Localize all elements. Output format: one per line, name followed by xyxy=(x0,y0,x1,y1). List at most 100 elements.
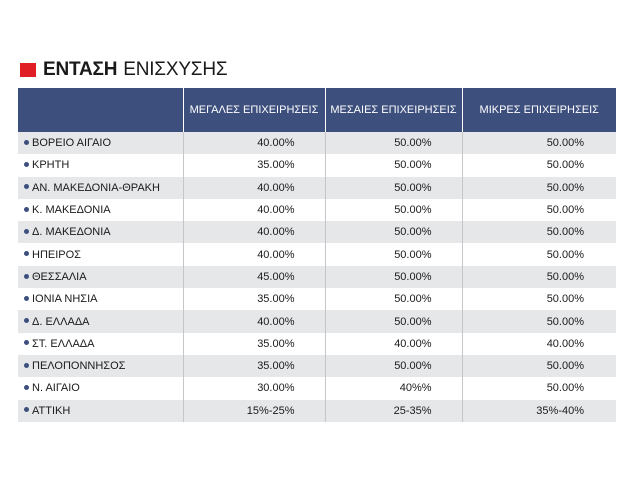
large-enterprises-cell: 35.00% xyxy=(182,288,325,311)
bullet-icon xyxy=(24,385,29,390)
region-label: Ν. ΑΙΓΑΙΟ xyxy=(32,382,80,395)
table-row: ΣΤ. ΕΛΛΑΔΑ 35.00% 40.00% 40.00% xyxy=(18,332,616,355)
region-cell: ΚΡΗΤΗ xyxy=(18,154,183,176)
small-enterprises-cell: 40.00% xyxy=(461,332,616,355)
region-label: ΑΤΤΙΚΗ xyxy=(32,404,71,417)
table-row: ΑΤΤΙΚΗ 15%-25% 25-35% 35%-40% xyxy=(18,399,616,422)
bullet-icon xyxy=(24,139,29,145)
bullet-icon xyxy=(24,295,29,301)
bullet-icon xyxy=(24,340,29,346)
medium-enterprises-cell: 25-35% xyxy=(324,399,462,422)
bullet-icon xyxy=(24,273,29,279)
bullet-icon xyxy=(24,228,29,234)
medium-enterprises-cell: 40.00% xyxy=(324,332,462,355)
region-label: ΑΝ. ΜΑΚΕΔΟΝΙΑ-ΘΡΑΚΗ xyxy=(32,181,160,194)
large-enterprises-cell: 40.00% xyxy=(182,176,325,199)
small-enterprises-cell: 50.00% xyxy=(461,221,616,244)
small-enterprises-cell: 50.00% xyxy=(461,310,616,333)
bullet-icon xyxy=(24,206,29,212)
medium-enterprises-cell: 50.00% xyxy=(324,221,462,244)
table-row: ΙΟΝΙΑ ΝΗΣΙΑ 35.00% 50.00% 50.00% xyxy=(18,288,616,311)
large-enterprises-cell: 40.00% xyxy=(182,310,325,333)
region-cell: ΑΝ. ΜΑΚΕΔΟΝΙΑ-ΘΡΑΚΗ xyxy=(18,177,183,199)
small-enterprises-cell: 50.00% xyxy=(461,132,616,155)
bullet-icon xyxy=(24,318,29,324)
small-enterprises-cell: 50.00% xyxy=(461,243,616,266)
region-label: Κ. ΜΑΚΕΔΟΝΙΑ xyxy=(32,204,111,217)
table-row: ΚΡΗΤΗ 35.00% 50.00% 50.00% xyxy=(18,154,616,177)
small-enterprises-cell: 50.00% xyxy=(461,198,616,222)
table-row: Δ. ΜΑΚΕΔΟΝΙΑ 40.00% 50.00% 50.00% xyxy=(18,221,616,244)
region-cell: ΣΤ. ΕΛΛΑΔΑ xyxy=(18,333,183,355)
region-label: Δ. ΜΑΚΕΔΟΝΙΑ xyxy=(32,226,111,239)
large-enterprises-cell: 45.00% xyxy=(182,265,325,289)
region-cell: ΙΟΝΙΑ ΝΗΣΙΑ xyxy=(18,288,183,310)
region-label: ΚΡΗΤΗ xyxy=(32,159,70,172)
bullet-icon xyxy=(24,162,29,168)
region-label: ΣΤ. ΕΛΛΑΔΑ xyxy=(32,337,95,350)
large-enterprises-cell: 35.00% xyxy=(182,354,325,378)
small-enterprises-cell: 50.00% xyxy=(461,265,616,289)
region-label: ΘΕΣΣΑΛΙΑ xyxy=(32,270,87,283)
large-enterprises-cell: 40.00% xyxy=(182,198,325,222)
medium-enterprises-cell: 50.00% xyxy=(324,176,462,199)
table-row: Ν. ΑΙΓΑΙΟ 30.00% 40%% 50.00% xyxy=(18,377,616,400)
region-cell: ΑΤΤΙΚΗ xyxy=(18,400,183,422)
table-row: Δ. ΕΛΛΑΔΑ 40.00% 50.00% 50.00% xyxy=(18,310,616,333)
small-enterprises-cell: 50.00% xyxy=(461,288,616,311)
large-enterprises-cell: 35.00% xyxy=(182,332,325,355)
small-enterprises-cell: 50.00% xyxy=(461,176,616,199)
medium-enterprises-cell: 50.00% xyxy=(324,288,462,311)
medium-enterprises-cell: 50.00% xyxy=(324,154,462,177)
region-label: ΒΟΡΕΙΟ ΑΙΓΑΙΟ xyxy=(32,137,112,150)
large-enterprises-cell: 40.00% xyxy=(182,132,325,155)
small-enterprises-cell: 50.00% xyxy=(461,377,616,400)
header-medium-enterprises: ΜΕΣΑΙΕΣ ΕΠΙΧΕΙΡΗΣΕΙΣ xyxy=(324,88,462,132)
header-large-enterprises: ΜΕΓΑΛΕΣ ΕΠΙΧΕΙΡΗΣΕΙΣ xyxy=(182,88,325,132)
table-row: ΑΝ. ΜΑΚΕΔΟΝΙΑ-ΘΡΑΚΗ 40.00% 50.00% 50.00% xyxy=(18,176,616,199)
small-enterprises-cell: 35%-40% xyxy=(461,399,616,422)
region-cell: Κ. ΜΑΚΕΔΟΝΙΑ xyxy=(18,199,183,221)
large-enterprises-cell: 40.00% xyxy=(182,221,325,244)
table-row: ΒΟΡΕΙΟ ΑΙΓΑΙΟ 40.00% 50.00% 50.00% xyxy=(18,132,616,155)
medium-enterprises-cell: 40%% xyxy=(324,377,462,400)
table-row: Κ. ΜΑΚΕΔΟΝΙΑ 40.00% 50.00% 50.00% xyxy=(18,198,616,222)
table-row: ΗΠΕΙΡΟΣ 40.00% 50.00% 50.00% xyxy=(18,243,616,266)
large-enterprises-cell: 40.00% xyxy=(182,243,325,266)
medium-enterprises-cell: 50.00% xyxy=(324,198,462,222)
region-cell: ΒΟΡΕΙΟ ΑΙΓΑΙΟ xyxy=(18,132,183,154)
region-cell: ΘΕΣΣΑΛΙΑ xyxy=(18,266,183,288)
header-small-enterprises: ΜΙΚΡΕΣ ΕΠΙΧΕΙΡΗΣΕΙΣ xyxy=(461,88,616,132)
medium-enterprises-cell: 50.00% xyxy=(324,354,462,378)
region-cell: Δ. ΕΛΛΑΔΑ xyxy=(18,310,183,332)
region-label: ΗΠΕΙΡΟΣ xyxy=(32,248,81,261)
header-region xyxy=(18,88,183,132)
region-cell: Ν. ΑΙΓΑΙΟ xyxy=(18,377,183,399)
table-row: ΠΕΛΟΠΟΝΝΗΣΟΣ 35.00% 50.00% 50.00% xyxy=(18,354,616,378)
large-enterprises-cell: 15%-25% xyxy=(182,399,325,422)
region-label: ΠΕΛΟΠΟΝΝΗΣΟΣ xyxy=(32,360,126,373)
region-label: ΙΟΝΙΑ ΝΗΣΙΑ xyxy=(32,293,98,306)
title-light: ΕΝΙΣΧΥΣΗΣ xyxy=(123,59,228,80)
medium-enterprises-cell: 50.00% xyxy=(324,265,462,289)
aid-intensity-table: ΜΕΓΑΛΕΣ ΕΠΙΧΕΙΡΗΣΕΙΣ ΜΕΣΑΙΕΣ ΕΠΙΧΕΙΡΗΣΕΙ… xyxy=(18,88,616,422)
bullet-icon xyxy=(24,184,29,190)
large-enterprises-cell: 35.00% xyxy=(182,154,325,177)
table-header-row: ΜΕΓΑΛΕΣ ΕΠΙΧΕΙΡΗΣΕΙΣ ΜΕΣΑΙΕΣ ΕΠΙΧΕΙΡΗΣΕΙ… xyxy=(18,88,616,132)
medium-enterprises-cell: 50.00% xyxy=(324,243,462,266)
region-cell: ΗΠΕΙΡΟΣ xyxy=(18,243,183,265)
medium-enterprises-cell: 50.00% xyxy=(324,310,462,333)
small-enterprises-cell: 50.00% xyxy=(461,354,616,378)
small-enterprises-cell: 50.00% xyxy=(461,154,616,177)
large-enterprises-cell: 30.00% xyxy=(182,377,325,400)
bullet-icon xyxy=(24,407,29,413)
region-label: Δ. ΕΛΛΑΔΑ xyxy=(32,315,90,328)
page-title: ΕΝΤΑΣΗ ΕΝΙΣΧΥΣΗΣ xyxy=(20,59,228,80)
red-square-icon xyxy=(20,63,36,77)
table-row: ΘΕΣΣΑΛΙΑ 45.00% 50.00% 50.00% xyxy=(18,265,616,289)
bullet-icon xyxy=(24,362,29,368)
region-cell: Δ. ΜΑΚΕΔΟΝΙΑ xyxy=(18,221,183,243)
title-bold: ΕΝΤΑΣΗ xyxy=(43,59,118,80)
medium-enterprises-cell: 50.00% xyxy=(324,132,462,155)
bullet-icon xyxy=(24,251,29,257)
